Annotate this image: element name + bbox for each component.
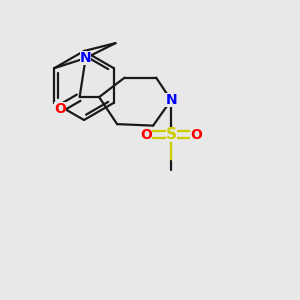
Text: N: N xyxy=(165,93,177,107)
Text: S: S xyxy=(166,127,177,142)
Text: O: O xyxy=(190,128,202,142)
Text: O: O xyxy=(141,128,152,142)
Text: O: O xyxy=(54,101,66,116)
Text: N: N xyxy=(80,51,92,65)
